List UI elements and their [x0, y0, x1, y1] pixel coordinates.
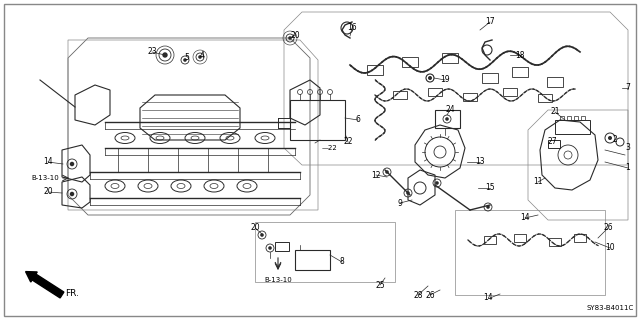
Text: 23: 23 [147, 47, 157, 57]
Text: 14: 14 [43, 157, 53, 166]
Circle shape [260, 233, 264, 237]
Bar [538, 94, 552, 102]
Text: FR.: FR. [65, 289, 79, 298]
Text: 20: 20 [43, 188, 53, 196]
Text: 14: 14 [483, 293, 493, 302]
Bar [428, 88, 442, 96]
Text: 5: 5 [184, 53, 189, 62]
Text: 2: 2 [612, 135, 618, 145]
Bar [548, 140, 560, 148]
Circle shape [268, 246, 272, 250]
Circle shape [183, 58, 187, 62]
Text: 25: 25 [375, 281, 385, 290]
Text: 17: 17 [485, 18, 495, 27]
Bar [503, 88, 517, 96]
Text: 10: 10 [605, 244, 615, 252]
Bar [290, 100, 345, 140]
Text: 24: 24 [445, 106, 455, 115]
FancyArrow shape [26, 272, 64, 298]
Circle shape [435, 181, 439, 185]
Bar [482, 73, 498, 83]
Text: 27: 27 [547, 138, 557, 147]
Text: 20: 20 [290, 30, 300, 39]
Text: 16: 16 [347, 23, 357, 33]
Text: 4: 4 [200, 51, 204, 60]
Text: 7: 7 [625, 84, 630, 92]
Text: 6: 6 [356, 116, 360, 124]
Bar [402, 57, 418, 67]
Text: B-13-10: B-13-10 [264, 277, 292, 283]
Circle shape [70, 162, 74, 166]
Bar [275, 242, 289, 251]
Bar [574, 116, 578, 120]
Bar [514, 234, 526, 242]
Text: 14: 14 [520, 213, 530, 222]
Bar [455, 210, 605, 295]
Bar [555, 120, 590, 134]
Text: 26: 26 [603, 223, 613, 233]
Bar [255, 222, 395, 282]
Bar [367, 65, 383, 75]
Circle shape [163, 52, 168, 58]
Circle shape [406, 191, 410, 195]
Circle shape [445, 117, 449, 121]
Circle shape [486, 205, 490, 209]
Bar [442, 53, 458, 63]
Bar [574, 234, 586, 242]
Text: 20: 20 [250, 223, 260, 233]
Text: 8: 8 [340, 258, 344, 267]
Circle shape [288, 36, 292, 40]
Bar [435, 110, 460, 128]
Circle shape [198, 55, 202, 59]
Bar [547, 77, 563, 87]
Circle shape [428, 76, 432, 80]
Circle shape [385, 170, 389, 174]
Text: 21: 21 [550, 108, 560, 116]
Circle shape [70, 192, 74, 196]
Text: 13: 13 [475, 157, 485, 166]
Bar [512, 67, 528, 77]
Text: 28: 28 [413, 291, 423, 300]
Circle shape [608, 136, 612, 140]
Bar [560, 116, 564, 120]
Text: SY83-B4011C: SY83-B4011C [586, 305, 634, 311]
Text: 18: 18 [515, 51, 525, 60]
Text: —22: —22 [322, 145, 338, 151]
Bar [567, 116, 571, 120]
Text: 15: 15 [485, 183, 495, 193]
Text: 11: 11 [533, 178, 543, 187]
Text: B-13-10: B-13-10 [31, 175, 59, 181]
Bar [295, 250, 330, 270]
Text: 1: 1 [626, 164, 630, 172]
Bar [484, 236, 496, 244]
Text: 26: 26 [425, 291, 435, 300]
Bar [463, 93, 477, 101]
Text: 19: 19 [440, 76, 450, 84]
Text: 22: 22 [343, 138, 353, 147]
Text: 12: 12 [371, 171, 381, 180]
Bar [393, 91, 407, 99]
Text: 9: 9 [397, 198, 403, 207]
Bar [581, 116, 585, 120]
Text: 3: 3 [625, 143, 630, 153]
Bar [549, 238, 561, 246]
